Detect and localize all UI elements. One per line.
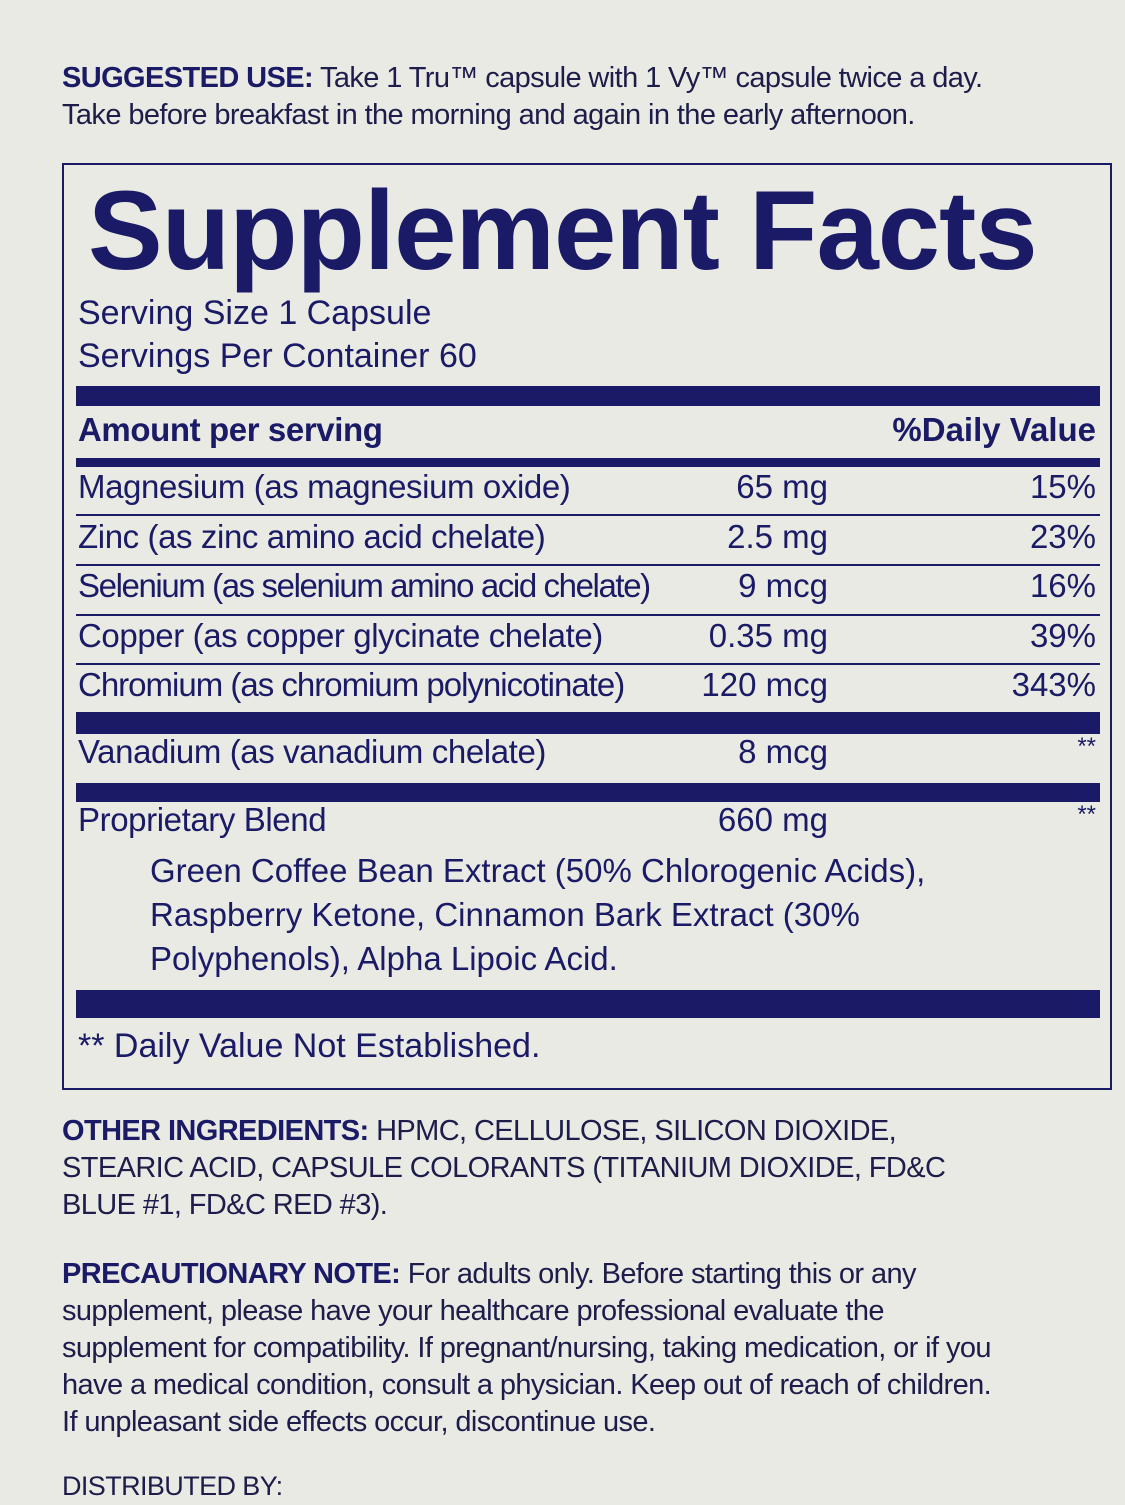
suggested-use-line-1: Take 1 Tru™ capsule with 1 Vy™ capsule t… [313,62,983,94]
other-ingredients-label: OTHER INGREDIENTS: [62,1115,369,1147]
nutrient-row: Zinc (as zinc amino acid chelate) 2.5 mg… [78,518,1098,562]
precaution-line: have a medical condition, consult a phys… [62,1369,992,1401]
nutrient-row: Selenium (as selenium amino acid chelate… [78,567,1098,611]
nutrient-amount: 2.5 mg [727,518,828,555]
nutrient-dv: 23% [1029,518,1096,555]
suggested-use-label: SUGGESTED USE: [62,62,314,94]
nutrient-name: Magnesium (as magnesium oxide) [78,468,571,505]
nutrient-name: Selenium (as selenium amino acid chelate… [78,567,651,604]
nutrient-name: Copper (as copper glycinate chelate) [78,617,603,654]
precaution-line: For adults only. Before starting this or… [400,1258,917,1290]
blend-line: Polyphenols), Alpha Lipoic Acid. [150,940,618,977]
nutrient-amount: 0.35 mg [708,617,828,654]
footnote: ** Daily Value Not Established. [78,1027,541,1065]
nutrient-amount: 8 mcg [738,733,828,770]
facts-title: Supplement Facts [88,168,1038,293]
precaution-label: PRECAUTIONARY NOTE: [62,1258,401,1290]
serving-size: Serving Size 1 Capsule [78,294,432,332]
thick-divider [76,990,1100,1018]
blend-ingredients: Green Coffee Bean Extract (50% Chlorogen… [150,849,925,981]
other-ingredients-line: HPMC, CELLULOSE, SILICON DIOXIDE, [368,1115,897,1147]
supplement-facts-panel [62,163,1112,1090]
other-ingredients-line: STEARIC ACID, CAPSULE COLORANTS (TITANIU… [62,1152,946,1184]
thin-divider [76,614,1100,616]
nutrient-row: Chromium (as chromium polynicotinate) 12… [78,666,1098,710]
other-ingredients: OTHER INGREDIENTS: HPMC, CELLULOSE, SILI… [62,1113,946,1224]
other-ingredients-line: BLUE #1, FD&C RED #3). [62,1189,388,1221]
distributed-by: DISTRIBUTED BY: [62,1471,283,1501]
nutrient-dv: 16% [1029,567,1096,604]
blend-name: Proprietary Blend [78,801,327,838]
nutrient-dv: ** [1077,733,1096,760]
header-amount: Amount per serving [78,411,383,448]
nutrient-amount: 65 mg [736,468,828,505]
thick-divider [76,712,1100,734]
vanadium-row: Vanadium (as vanadium chelate) 8 mcg ** [78,733,1098,777]
servings-per-container: Servings Per Container 60 [78,337,477,375]
nutrient-amount: 120 mcg [701,666,828,703]
suggested-use-line-2: Take before breakfast in the morning and… [62,99,915,131]
precaution-line: supplement, please have your healthcare … [62,1295,885,1327]
medium-divider [76,458,1100,467]
nutrient-row: Magnesium (as magnesium oxide) 65 mg 15% [78,468,1098,512]
nutrient-dv: 343% [1011,666,1096,703]
blend-dv: ** [1077,801,1096,828]
nutrient-dv: 39% [1029,617,1096,654]
precautionary-note: PRECAUTIONARY NOTE: For adults only. Bef… [62,1256,992,1441]
blend-line: Raspberry Ketone, Cinnamon Bark Extract … [150,896,860,933]
nutrient-dv: 15% [1029,468,1096,505]
header-row: Amount per serving %Daily Value [78,411,1098,455]
blend-line: Green Coffee Bean Extract (50% Chlorogen… [150,852,926,889]
nutrient-name: Zinc (as zinc amino acid chelate) [78,518,546,555]
thin-divider [76,564,1100,566]
thick-divider [76,783,1100,802]
blend-amount: 660 mg [717,801,828,838]
thin-divider [76,663,1100,665]
nutrient-row: Copper (as copper glycinate chelate) 0.3… [78,617,1098,661]
suggested-use: SUGGESTED USE: Take 1 Tru™ capsule with … [62,60,983,134]
nutrient-name: Vanadium (as vanadium chelate) [78,733,546,770]
blend-row: Proprietary Blend 660 mg ** [78,801,1098,845]
thick-divider [76,386,1100,406]
precaution-line: If unpleasant side effects occur, discon… [62,1406,656,1438]
nutrient-amount: 9 mcg [738,567,828,604]
thin-divider [76,514,1100,516]
header-daily-value: %Daily Value [892,411,1096,448]
precaution-line: supplement for compatibility. If pregnan… [62,1332,992,1364]
nutrient-name: Chromium (as chromium polynicotinate) [78,666,625,703]
